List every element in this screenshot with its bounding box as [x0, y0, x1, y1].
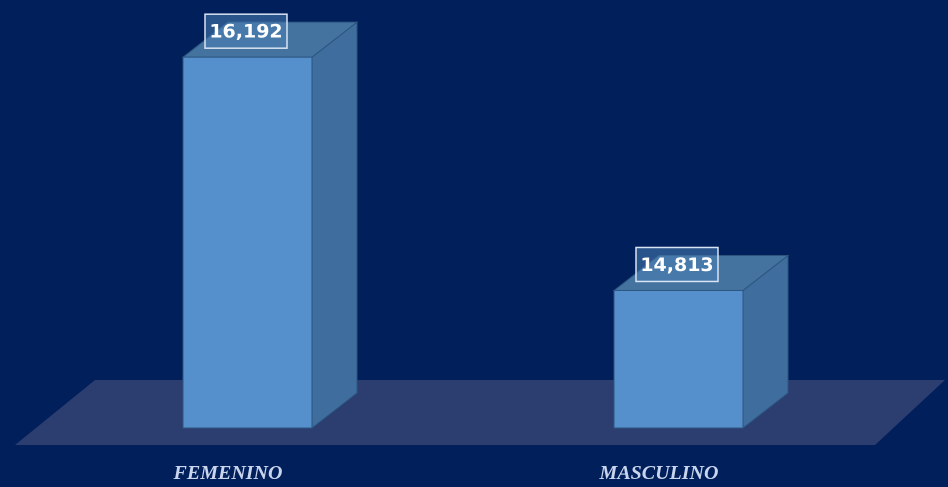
bar	[181, 21, 359, 430]
bar-front	[182, 56, 313, 429]
floor	[15, 380, 945, 445]
x-tick-label: MASCULINO	[599, 462, 719, 484]
bar-front	[613, 289, 744, 429]
value-label: 16,192	[209, 21, 282, 43]
x-tick-label: FEMENINO	[173, 462, 283, 484]
value-label: 14,813	[640, 254, 713, 276]
value-label-box	[204, 13, 288, 49]
value-label-box	[635, 246, 719, 283]
bar-side	[311, 21, 358, 430]
